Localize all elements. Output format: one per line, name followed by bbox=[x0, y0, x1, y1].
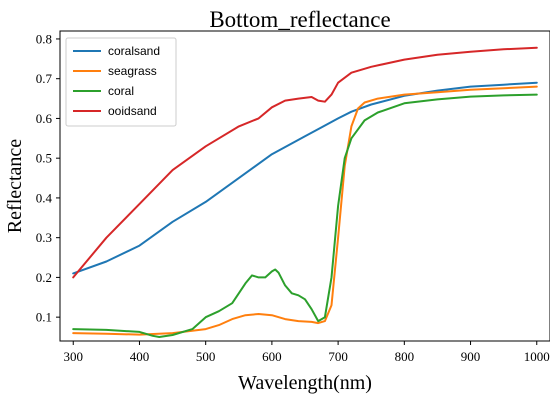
x-tick-label: 800 bbox=[395, 349, 415, 364]
x-tick-label: 900 bbox=[461, 349, 481, 364]
legend-label-ooidsand: ooidsand bbox=[108, 104, 157, 118]
chart-title: Bottom_reflectance bbox=[209, 7, 390, 32]
y-tick-label: 0.8 bbox=[36, 31, 52, 46]
series-layer bbox=[72, 46, 538, 338]
x-tick-label: 400 bbox=[130, 349, 150, 364]
x-tick-label: 1000 bbox=[524, 349, 550, 364]
x-tick-label: 600 bbox=[262, 349, 282, 364]
legend-label-coralsand: coralsand bbox=[108, 44, 160, 58]
series-line-coralsand bbox=[72, 81, 538, 275]
series-line-coral bbox=[72, 93, 538, 338]
y-tick-label: 0.2 bbox=[36, 270, 52, 285]
series-line-ooidsand bbox=[72, 46, 538, 279]
plot-frame bbox=[59, 30, 550, 342]
y-tick-label: 0.5 bbox=[36, 151, 52, 166]
y-axis-label: Reflectance bbox=[4, 139, 26, 233]
x-tick-label: 300 bbox=[63, 349, 83, 364]
x-axis-label: Wavelength(nm) bbox=[238, 372, 372, 394]
legend: coralsand seagrass coral ooidsand bbox=[65, 37, 177, 127]
y-tick-label: 0.1 bbox=[36, 310, 52, 325]
x-tick-label: 700 bbox=[328, 349, 348, 364]
legend-frame bbox=[65, 37, 177, 127]
y-tick-label: 0.7 bbox=[36, 71, 53, 86]
x-axis: 300 400 500 600 700 800 900 1000 bbox=[63, 341, 550, 364]
legend-label-seagrass: seagrass bbox=[108, 64, 157, 78]
y-tick-label: 0.3 bbox=[36, 230, 52, 245]
legend-label-coral: coral bbox=[108, 84, 134, 98]
plot-area bbox=[59, 30, 550, 342]
y-axis: 0.1 0.2 0.3 0.4 0.5 0.6 0.7 0.8 bbox=[36, 31, 60, 325]
series-line-seagrass bbox=[72, 85, 538, 336]
y-tick-label: 0.4 bbox=[36, 190, 53, 205]
y-tick-label: 0.6 bbox=[36, 111, 53, 126]
x-tick-label: 500 bbox=[196, 349, 216, 364]
